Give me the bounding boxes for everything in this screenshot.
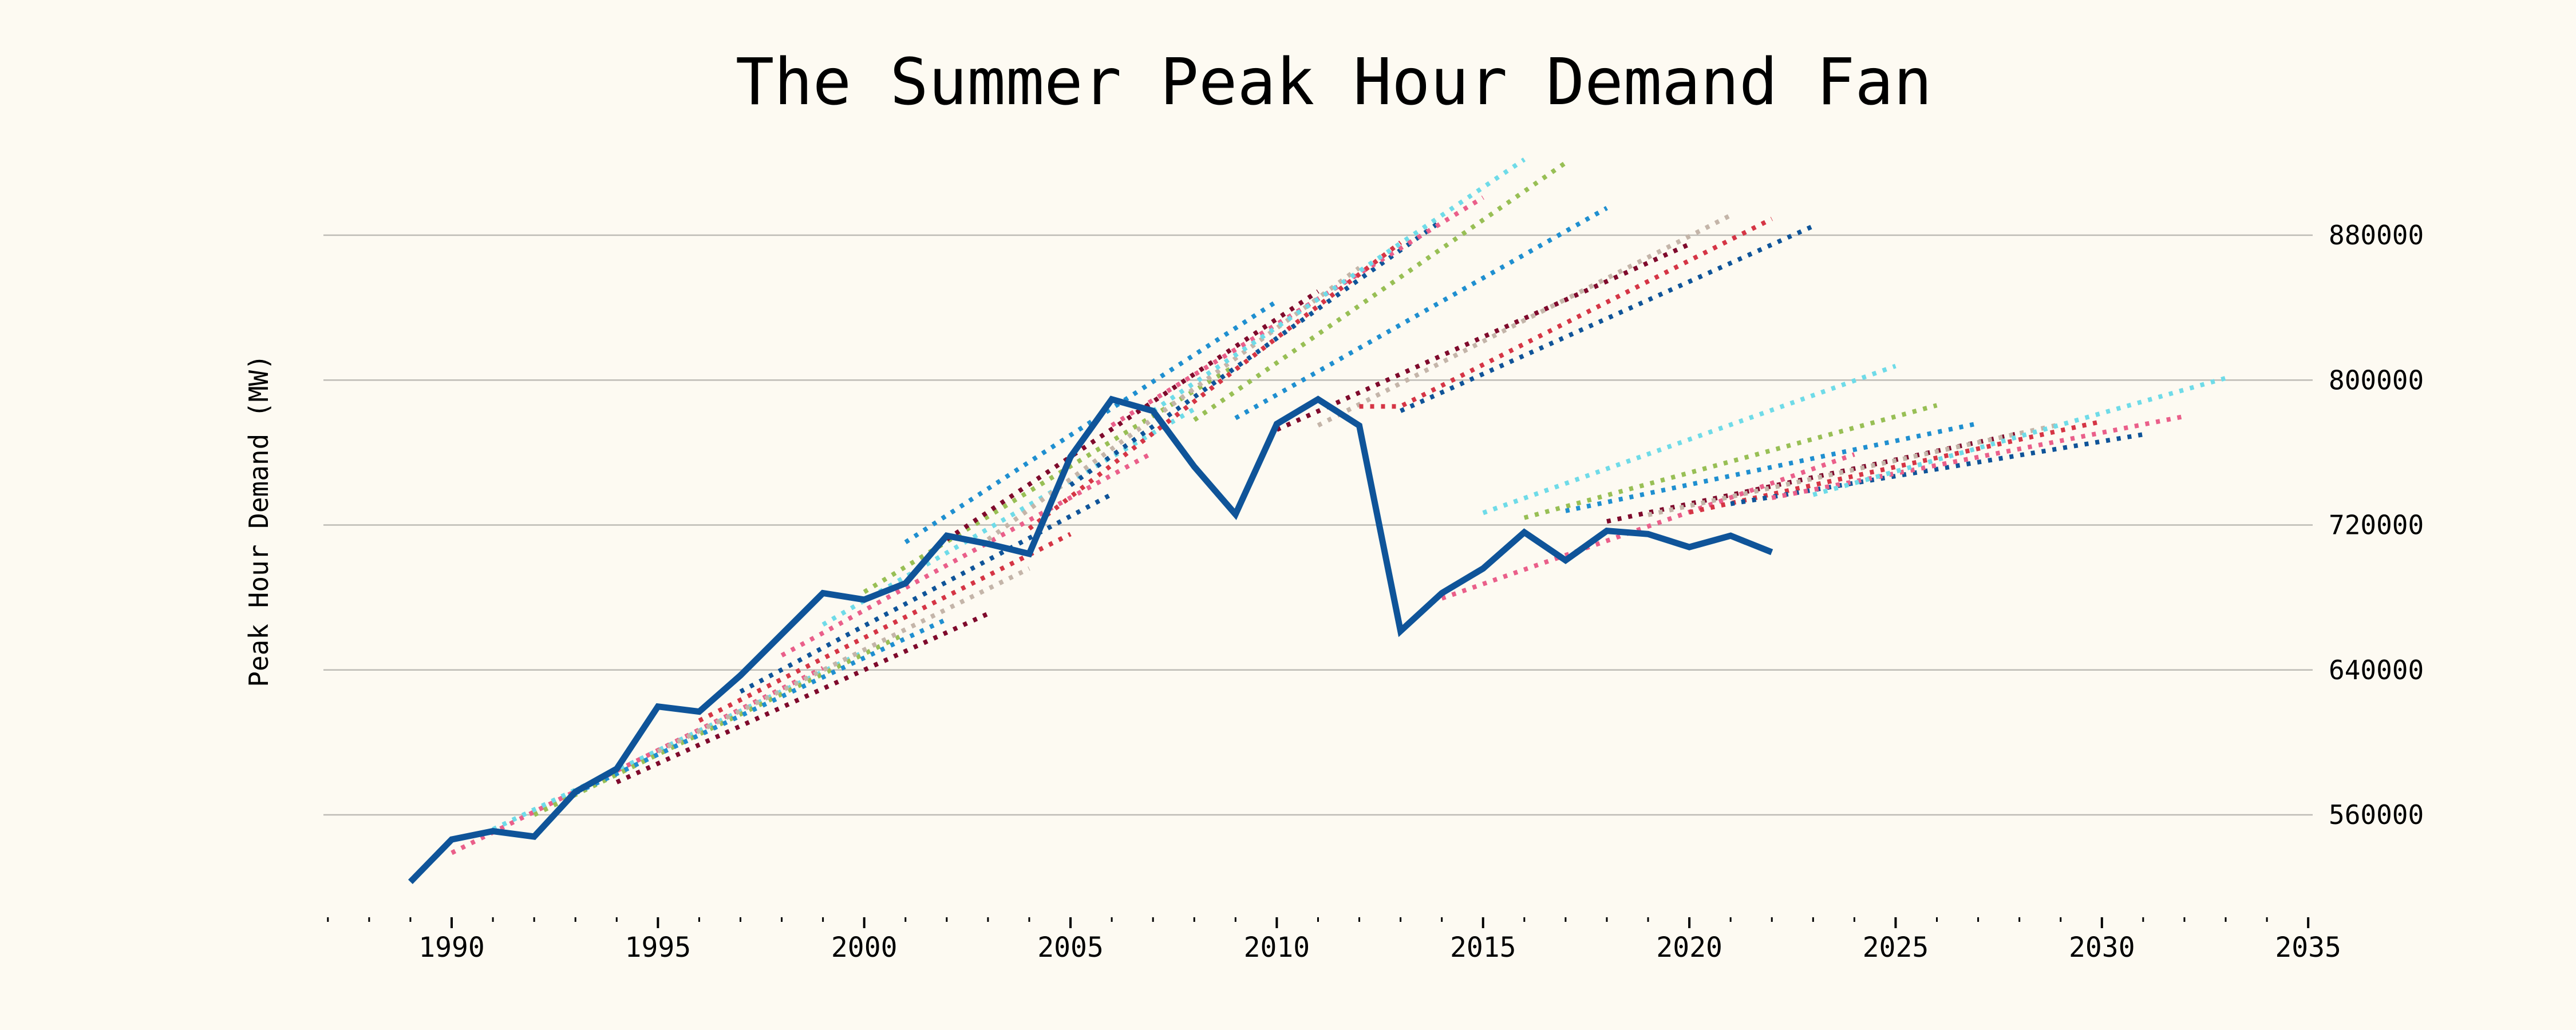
actual-series: [408, 395, 1773, 884]
x-tick-label: 2025: [1863, 932, 1929, 964]
forecast-line-1995: [657, 566, 1030, 754]
forecast-line-2011: [1317, 213, 1732, 427]
forecast-line-1994: [615, 611, 989, 785]
forecast-line-1990: [451, 666, 824, 855]
y-axis-label: Peak Hour Demand (MW): [243, 354, 274, 687]
x-tick-label: 2015: [1450, 932, 1516, 964]
x-tick-label: 2000: [831, 932, 898, 964]
y-tick-label: 640000: [2329, 655, 2424, 686]
x-axis: 1990 1995 2000 2005 2010 2015 2020 2025 2030 2035: [327, 917, 2341, 964]
forecast-line-2018: [1606, 431, 2020, 524]
forecast-line-2015: [1482, 363, 1897, 516]
actual-demand-line: [408, 395, 1773, 884]
chart-title: The Summer Peak Hour Demand Fan: [736, 45, 1932, 120]
forecast-line-2022: [1771, 414, 2185, 500]
x-tick-label: 2010: [1244, 932, 1310, 964]
y-tick-label: 720000: [2329, 510, 2424, 541]
forecast-line-2004: [1028, 240, 1402, 530]
forecast-line-2014: [1441, 452, 1855, 601]
x-tick-label: 2005: [1037, 932, 1104, 964]
x-tick-label: 1995: [625, 932, 692, 964]
gridlines: [323, 234, 2313, 816]
x-tick-label: 2020: [1656, 932, 1722, 964]
y-tick-label: 800000: [2329, 365, 2424, 395]
y-axis: 560000 640000 720000 800000 880000: [2329, 220, 2424, 830]
forecast-line-2002: [945, 289, 1319, 542]
forecast-line-2019: [1647, 422, 2061, 517]
forecast-line-1997: [739, 492, 1113, 694]
forecast-line-1991: [492, 649, 866, 831]
forecast-line-2001: [904, 299, 1278, 544]
forecast-line-2007: [1151, 157, 1526, 413]
forecast-lines: [451, 157, 2227, 855]
y-tick-label: 560000: [2329, 799, 2424, 830]
x-tick-label: 1990: [418, 932, 485, 964]
forecast-line-2012: [1359, 216, 1773, 409]
forecast-line-2021: [1730, 432, 2144, 506]
x-tick-label: 2030: [2069, 932, 2135, 964]
y-tick-label: 880000: [2329, 220, 2424, 251]
forecast-line-1996: [698, 532, 1072, 723]
x-tick-label: 2035: [2275, 932, 2341, 964]
forecast-line-2017: [1565, 421, 1979, 513]
forecast-line-1993: [574, 617, 948, 795]
